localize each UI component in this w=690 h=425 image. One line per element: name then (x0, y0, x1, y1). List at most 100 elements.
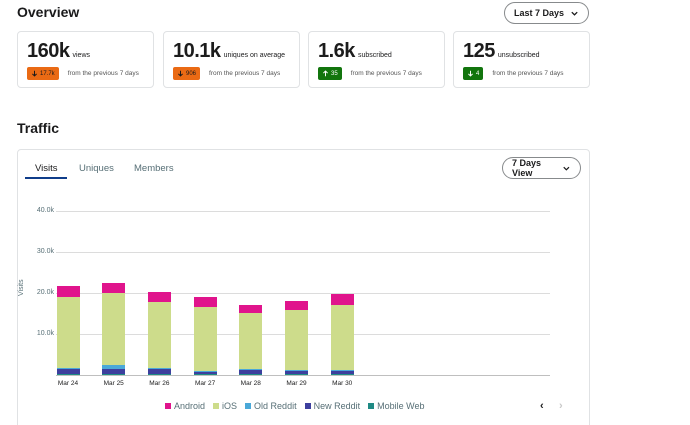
bar-segment-mobile-web (102, 373, 126, 375)
x-tick-label: Mar 25 (103, 380, 124, 387)
bar-segment-new-reddit (102, 368, 126, 374)
bar-segment-android (102, 283, 126, 293)
gridline (56, 293, 550, 294)
stat-card-uniques: 10.1k uniques on average 906 from the pr… (163, 31, 300, 88)
stat-value: 10.1k (173, 40, 221, 62)
x-tick-label: Mar 24 (57, 380, 79, 387)
stacked-bar[interactable] (102, 283, 126, 375)
stat-card-views: 160k views 17.7k from the previous 7 day… (17, 31, 154, 88)
date-range-select[interactable]: Last 7 Days (504, 2, 589, 24)
y-tick-label: 40.0k (36, 207, 54, 214)
overview-title: Overview (17, 4, 80, 20)
stacked-bar[interactable] (193, 296, 217, 375)
bar-segment-android (56, 286, 80, 298)
y-tick-label: 30.0k (36, 248, 54, 255)
chart-legend: Android iOS Old Reddit New Reddit Mobile Web (165, 401, 432, 411)
chevron-down-icon (571, 11, 578, 16)
stacked-bar[interactable] (147, 292, 171, 375)
stat-unit: unsubscribed (497, 52, 540, 59)
bar-segment-android (285, 301, 308, 311)
bar-segment-android (239, 304, 263, 314)
bar-segment-android (330, 294, 354, 305)
legend-item[interactable]: New Reddit (304, 401, 361, 411)
bar-segment-ios (147, 302, 171, 369)
stat-card-unsubscribed: 125 unsubscribed 4 from the previous 7 d… (453, 31, 590, 88)
bar-segment-new-reddit (56, 368, 80, 374)
view-range-label: 7 Days View (512, 158, 542, 178)
x-tick-label: Mar 30 (332, 380, 353, 387)
stat-card-subscribed: 1.6k subscribed 35 from the previous 7 d… (308, 31, 445, 88)
y-tick-label: 10.0k (36, 330, 54, 337)
bar-segment-old-reddit (102, 364, 126, 369)
bar-segment-mobile-web (147, 373, 171, 375)
legend-label: Old Reddit (254, 401, 297, 411)
delta-badge: 17.7k (27, 67, 59, 80)
bar-segment-mobile-web (56, 373, 80, 375)
view-range-select[interactable]: 7 Days View (502, 157, 581, 179)
traffic-panel (17, 149, 590, 425)
bar-segment-mobile-web (285, 373, 308, 375)
bar-segment-ios (193, 306, 217, 371)
delta-value: 17.7k (40, 70, 55, 77)
bar-segment-new-reddit (239, 369, 263, 374)
stat-value: 1.6k (318, 40, 355, 62)
legend-label: New Reddit (313, 401, 361, 411)
stacked-bar[interactable] (56, 286, 80, 375)
stat-unit: subscribed (357, 52, 392, 59)
arrow-up-icon (323, 70, 328, 77)
stacked-bar[interactable] (239, 304, 263, 375)
bar-segment-mobile-web (193, 373, 217, 375)
bar-segment-ios (330, 304, 354, 371)
legend-swatch (245, 403, 252, 409)
delta-caption: from the previous 7 days (492, 70, 564, 77)
y-tick-label: 20.0k (36, 289, 54, 296)
bar-segment-android (193, 296, 217, 307)
legend-swatch (304, 403, 311, 409)
delta-caption: from the previous 7 days (209, 70, 281, 77)
traffic-title: Traffic (17, 120, 60, 136)
stacked-bar[interactable] (285, 301, 308, 375)
stat-unit: views (72, 52, 91, 59)
legend-item[interactable]: Old Reddit (245, 401, 297, 411)
bar-segment-ios (102, 292, 126, 365)
chevron-left-icon[interactable]: ‹ (540, 400, 544, 412)
bar-segment-old-reddit (56, 367, 80, 369)
legend-label: Android (174, 401, 206, 411)
gridline (56, 252, 550, 253)
bar-segment-new-reddit (285, 370, 308, 374)
delta-value: 35 (331, 70, 338, 77)
delta-caption: from the previous 7 days (350, 70, 422, 77)
bar-segment-mobile-web (239, 373, 263, 375)
bar-segment-old-reddit (147, 368, 171, 369)
bar-segment-new-reddit (330, 370, 354, 374)
delta-value: 906 (186, 70, 197, 77)
bar-segment-new-reddit (193, 371, 217, 374)
x-tick-label: Mar 26 (149, 380, 170, 387)
arrow-down-icon (178, 70, 183, 77)
chevron-down-icon (563, 166, 570, 171)
stacked-bar[interactable] (330, 294, 354, 375)
legend-item[interactable]: Mobile Web (368, 401, 424, 411)
bar-segment-ios (285, 310, 308, 370)
delta-badge: 906 (173, 67, 201, 80)
legend-item[interactable]: Android (165, 401, 205, 411)
delta-badge: 35 (318, 67, 342, 80)
legend-item[interactable]: iOS (213, 401, 237, 411)
chevron-right-icon: › (559, 400, 563, 412)
x-tick-label: Mar 28 (240, 380, 261, 387)
tab-visits[interactable]: Visits (35, 163, 58, 174)
legend-swatch (368, 403, 375, 409)
tab-uniques[interactable]: Uniques (79, 163, 114, 174)
tab-members[interactable]: Members (134, 163, 174, 174)
gridline (56, 211, 550, 212)
bar-segment-ios (56, 297, 80, 368)
legend-swatch (213, 403, 220, 409)
bar-segment-ios (239, 313, 263, 369)
delta-value: 4 (476, 70, 480, 77)
arrow-down-icon (468, 70, 473, 77)
stat-value: 160k (27, 40, 70, 62)
x-tick-label: Mar 29 (286, 380, 307, 387)
x-axis-line (56, 375, 550, 376)
delta-caption: from the previous 7 days (67, 70, 139, 77)
bar-segment-new-reddit (147, 368, 171, 374)
